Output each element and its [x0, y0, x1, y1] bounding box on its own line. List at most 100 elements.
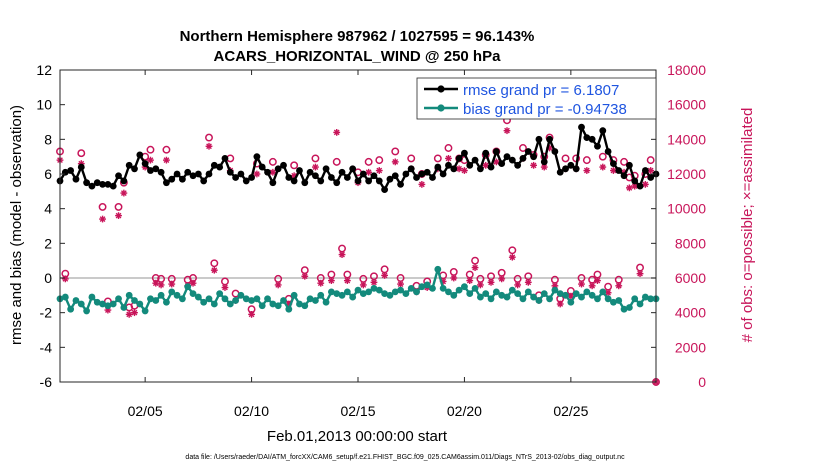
obs-assimilated-stroke [269, 169, 276, 176]
rmse-point [147, 167, 154, 174]
bias-point [205, 295, 213, 303]
obs-assimilated-stroke [291, 172, 298, 179]
bias-point [285, 305, 293, 313]
bias-point [620, 305, 628, 313]
rmse-point [476, 165, 484, 173]
bias-point [61, 293, 69, 301]
rmse-point [482, 149, 490, 157]
obs-assimilated-marker [168, 280, 176, 288]
obs-assimilated-marker [343, 277, 351, 284]
obs-assimilated-marker [301, 272, 309, 280]
bias-point [562, 291, 569, 299]
obs-possible-marker [146, 145, 155, 154]
obs-assimilated-stroke [615, 282, 622, 289]
bias-point [434, 265, 442, 273]
obs-possible-marker [604, 282, 613, 291]
bias-point [599, 288, 607, 296]
obs-assimilated-stroke [637, 270, 643, 277]
rmse-point [503, 153, 511, 161]
rmse-point [349, 165, 357, 173]
rmse-point [498, 160, 506, 168]
rmse-point [99, 181, 106, 188]
y-tick-label-right: 2000 [675, 339, 706, 355]
rmse-point [274, 165, 282, 173]
bias-point [530, 293, 538, 301]
rmse-point [625, 161, 633, 169]
obs-assimilated-stroke [339, 251, 345, 258]
rmse-point [413, 174, 420, 181]
rmse-point [109, 182, 117, 190]
bias-point [482, 290, 490, 297]
bias-point [216, 290, 224, 297]
obs-assimilated-marker [131, 309, 138, 317]
bias-point [610, 298, 617, 306]
rmse-point [487, 163, 495, 171]
obs-assimilated-stroke [477, 282, 484, 288]
bias-point [173, 291, 181, 299]
obs-assimilated-marker [450, 274, 458, 282]
bias-point [423, 281, 431, 289]
obs-possible-marker [519, 144, 527, 152]
obs-assimilated-marker [381, 272, 389, 279]
obs-assimilated-marker [471, 264, 479, 271]
bias-point [413, 288, 420, 296]
y-tick-label-left: 6 [44, 166, 52, 182]
obs-assimilated-stroke [461, 167, 468, 174]
obs-possible-marker [582, 156, 591, 165]
bias-point [152, 297, 160, 304]
obs-assimilated-stroke [392, 158, 399, 165]
obs-assimilated-marker [189, 279, 197, 287]
obs-assimilated-marker [210, 266, 218, 274]
rmse-point [508, 156, 516, 164]
bias-point [242, 295, 250, 303]
obs-possible-marker [274, 274, 283, 283]
bias-point [184, 283, 192, 291]
bias-point [370, 285, 378, 292]
bias-point [226, 300, 234, 308]
obs-assimilated-marker [445, 155, 452, 162]
bias-point [131, 297, 138, 304]
obs-assimilated-stroke [62, 275, 69, 282]
bias-point [546, 295, 553, 303]
rmse-point [519, 155, 527, 162]
rmse-point [269, 179, 277, 187]
rmse-point [631, 177, 639, 185]
y-tick-label-left: 12 [36, 62, 52, 78]
y-tick-label-left: 0 [44, 270, 52, 286]
x-axis-label: Feb.01,2013 00:00:00 start [267, 428, 448, 445]
obs-assimilated-marker [482, 161, 490, 169]
bias-point [104, 302, 112, 310]
obs-possible-series [56, 116, 660, 386]
obs-assimilated-marker [274, 281, 282, 289]
rmse-point [210, 161, 218, 169]
obs-possible-marker [598, 152, 607, 161]
rmse-point [237, 170, 245, 178]
obs-possible-marker [114, 202, 123, 211]
obs-possible-marker [646, 156, 655, 165]
obs-assimilated-stroke [498, 275, 505, 282]
rmse-point [610, 160, 617, 168]
rmse-point [290, 177, 298, 185]
y-tick-label-right: 10000 [667, 201, 706, 217]
rmse-point [115, 172, 122, 180]
obs-possible-marker [311, 154, 320, 163]
bias-point [487, 295, 495, 303]
bias-point [359, 290, 367, 297]
legend-rmse-label: rmse grand pr = 6.1807 [463, 82, 619, 99]
rmse-point [535, 135, 543, 143]
obs-assimilated-stroke [493, 158, 500, 165]
y-tick-label-left: 8 [44, 131, 52, 147]
rmse-point [93, 179, 101, 187]
obs-assimilated-stroke [275, 282, 282, 288]
rmse-point [83, 179, 91, 187]
obs-assimilated-stroke [397, 281, 404, 287]
obs-assimilated-marker [540, 163, 548, 171]
bias-point [514, 290, 522, 297]
obs-assimilated-marker [125, 311, 133, 318]
bias-point [365, 288, 373, 296]
rmse-point [615, 167, 623, 174]
obs-assimilated-stroke [168, 281, 175, 287]
y-tick-label-left: 10 [36, 97, 52, 113]
rmse-point [338, 168, 346, 176]
